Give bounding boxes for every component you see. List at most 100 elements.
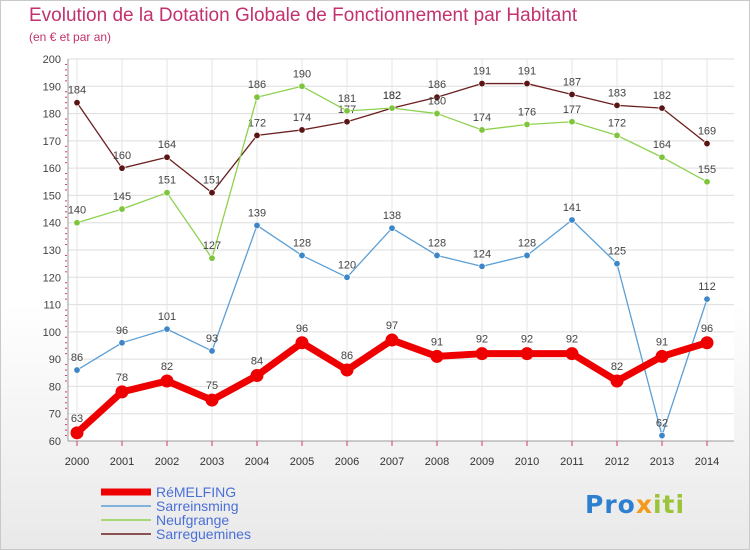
- y-tick-label: 190: [43, 81, 61, 93]
- data-point-sarreguemines: [568, 90, 576, 98]
- data-label-sarreguemines: 151: [203, 175, 221, 187]
- y-tick-label: 170: [43, 136, 61, 148]
- proxiti-logo: Proxiti: [585, 490, 686, 519]
- data-label-neufgrange: 164: [653, 139, 671, 151]
- data-label-r-melfing: 84: [251, 356, 263, 368]
- data-label-sarreinsming: 125: [608, 246, 626, 258]
- data-label-sarreinsming: 86: [71, 352, 83, 364]
- data-label-r-melfing: 92: [521, 334, 533, 346]
- data-label-neufgrange: 186: [248, 79, 266, 91]
- data-label-sarreguemines: 184: [68, 85, 86, 97]
- data-label-sarreguemines: 191: [473, 66, 491, 78]
- data-point-r-melfing: [160, 374, 174, 388]
- x-tick-label: 2002: [155, 456, 179, 468]
- legend-label-sarreinsming: Sarreinsming: [156, 498, 238, 514]
- data-label-neufgrange: 127: [203, 240, 221, 252]
- data-label-neufgrange: 140: [68, 205, 86, 217]
- x-tick-label: 2007: [380, 456, 404, 468]
- data-point-sarreguemines: [703, 140, 711, 148]
- data-point-sarreguemines: [163, 153, 171, 161]
- data-label-sarreguemines: 183: [608, 87, 626, 99]
- x-tick-label: 2013: [650, 456, 674, 468]
- data-point-r-melfing: [565, 347, 579, 361]
- data-point-sarreguemines: [298, 126, 306, 134]
- x-tick-label: 2001: [110, 456, 134, 468]
- y-tick-label: 80: [49, 381, 61, 393]
- data-label-neufgrange: 180: [428, 96, 446, 108]
- data-point-neufgrange: [433, 110, 441, 118]
- y-tick-label: 180: [43, 109, 61, 121]
- y-tick-label: 70: [49, 409, 61, 421]
- data-label-sarreinsming: 139: [248, 207, 266, 219]
- data-label-sarreinsming: 128: [293, 237, 311, 249]
- data-point-neufgrange: [73, 219, 81, 227]
- data-label-neufgrange: 177: [563, 104, 581, 116]
- data-point-sarreinsming: [613, 260, 621, 268]
- data-label-sarreguemines: 187: [563, 76, 581, 88]
- data-label-sarreinsming: 101: [158, 311, 176, 323]
- data-label-r-melfing: 63: [71, 413, 83, 425]
- data-label-sarreguemines: 172: [248, 117, 266, 129]
- data-label-r-melfing: 78: [116, 372, 128, 384]
- data-point-sarreguemines: [73, 99, 81, 107]
- data-point-sarreinsming: [703, 295, 711, 303]
- y-tick-label: 200: [43, 54, 61, 66]
- data-label-neufgrange: 176: [518, 106, 536, 118]
- data-point-sarreinsming: [163, 325, 171, 333]
- data-point-r-melfing: [430, 349, 444, 363]
- data-point-neufgrange: [658, 153, 666, 161]
- data-label-sarreguemines: 160: [113, 150, 131, 162]
- y-tick-label: 90: [49, 354, 61, 366]
- data-point-sarreinsming: [523, 251, 531, 259]
- y-tick-label: 160: [43, 163, 61, 175]
- data-point-r-melfing: [610, 374, 624, 388]
- x-tick-label: 2012: [605, 456, 629, 468]
- data-point-neufgrange: [118, 205, 126, 213]
- data-label-sarreinsming: 124: [473, 248, 491, 260]
- data-point-r-melfing: [520, 347, 534, 361]
- data-label-sarreguemines: 182: [653, 90, 671, 102]
- data-point-sarreguemines: [343, 118, 351, 126]
- data-point-r-melfing: [250, 369, 264, 383]
- y-tick-label: 120: [43, 272, 61, 284]
- data-point-neufgrange: [388, 104, 396, 112]
- data-point-r-melfing: [115, 385, 129, 399]
- data-label-r-melfing: 86: [341, 350, 353, 362]
- data-point-sarreguemines: [478, 80, 486, 88]
- chart-title: Evolution de la Dotation Globale de Fonc…: [29, 5, 578, 26]
- data-label-r-melfing: 91: [431, 336, 443, 348]
- data-point-neufgrange: [343, 107, 351, 115]
- y-tick-label: 110: [43, 300, 61, 312]
- data-point-sarreinsming: [118, 339, 126, 347]
- data-point-r-melfing: [295, 336, 309, 350]
- data-point-r-melfing: [340, 363, 354, 377]
- data-point-sarreinsming: [253, 221, 261, 229]
- data-point-sarreinsming: [478, 262, 486, 270]
- data-label-neufgrange: 155: [698, 164, 716, 176]
- data-label-sarreinsming: 138: [383, 210, 401, 222]
- data-point-neufgrange: [163, 189, 171, 197]
- data-label-sarreguemines: 182: [383, 90, 401, 102]
- data-point-sarreguemines: [253, 131, 261, 139]
- data-point-neufgrange: [703, 178, 711, 186]
- x-tick-label: 2005: [290, 456, 314, 468]
- data-label-sarreinsming: 128: [518, 237, 536, 249]
- data-point-sarreinsming: [433, 251, 441, 259]
- legend-label-sarreguemines: Sarreguemines: [156, 526, 251, 542]
- data-point-sarreinsming: [73, 366, 81, 374]
- data-point-r-melfing: [475, 347, 489, 361]
- x-tick-label: 2009: [470, 456, 494, 468]
- y-tick-label: 150: [43, 190, 61, 202]
- data-point-sarreinsming: [298, 251, 306, 259]
- data-label-r-melfing: 82: [161, 361, 173, 373]
- data-label-sarreguemines: 191: [518, 66, 536, 78]
- y-tick-label: 130: [43, 245, 61, 257]
- legend-label-r-melfing: RéMELFING: [156, 484, 236, 500]
- data-label-sarreguemines: 186: [428, 79, 446, 91]
- data-point-sarreinsming: [208, 347, 216, 355]
- data-label-r-melfing: 75: [206, 380, 218, 392]
- data-point-neufgrange: [208, 254, 216, 262]
- data-point-sarreguemines: [208, 189, 216, 197]
- data-point-sarreinsming: [568, 216, 576, 224]
